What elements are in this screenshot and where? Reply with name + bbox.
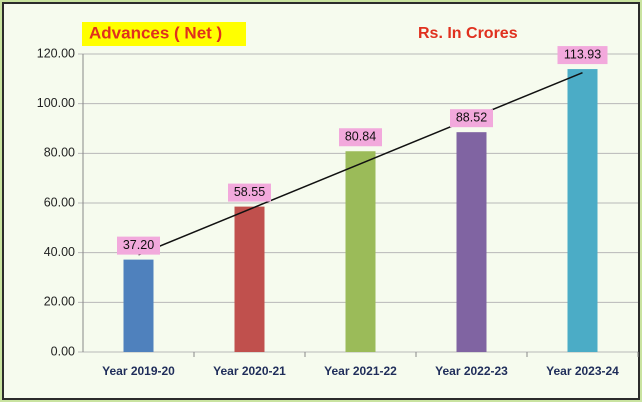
bar (234, 206, 265, 352)
x-tick-label: Year 2021-22 (324, 364, 397, 378)
x-tick-label: Year 2023-24 (546, 364, 619, 378)
bar (567, 69, 598, 353)
value-label: 113.93 (564, 47, 601, 61)
y-tick-label: 0.00 (51, 344, 75, 358)
y-tick-label: 40.00 (44, 245, 75, 259)
value-label-box (557, 46, 608, 65)
bar (456, 132, 487, 352)
value-label: 88.52 (456, 110, 487, 124)
value-label-box (117, 236, 160, 255)
trend-line (138, 71, 583, 256)
y-tick-label: 60.00 (44, 195, 75, 209)
x-tick-label: Year 2022-23 (435, 364, 508, 378)
bar (123, 259, 154, 352)
y-tick-label: 120.00 (37, 46, 75, 60)
value-label: 80.84 (345, 130, 376, 144)
value-label: 37.20 (123, 238, 154, 252)
value-label: 58.55 (234, 185, 265, 199)
value-label-box (450, 109, 493, 128)
x-tick-label: Year 2019-20 (102, 364, 175, 378)
y-tick-label: 20.00 (44, 295, 75, 309)
title-box (82, 22, 246, 46)
bar (345, 151, 376, 352)
chart-title: Advances ( Net ) (89, 23, 222, 42)
y-tick-label: 80.00 (44, 146, 75, 160)
chart-subtitle: Rs. In Crores (418, 25, 518, 42)
value-label-box (339, 128, 382, 147)
y-tick-label: 100.00 (37, 96, 75, 110)
x-tick-label: Year 2020-21 (213, 364, 286, 378)
value-label-box (228, 183, 271, 202)
